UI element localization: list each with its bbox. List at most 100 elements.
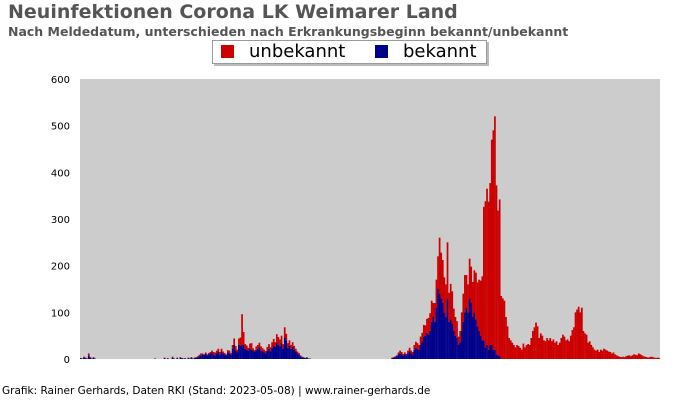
bar-bekannt <box>190 357 193 359</box>
bar-bekannt <box>290 348 292 359</box>
chart-subtitle: Nach Meldedatum, unterschieden nach Erkr… <box>8 24 569 39</box>
bar-unbekannt <box>506 326 509 359</box>
bar-bekannt <box>280 343 283 359</box>
bar-bekannt <box>261 351 264 359</box>
bar-bekannt <box>498 356 501 359</box>
bar-unbekannt <box>626 355 629 359</box>
bar-bekannt <box>293 349 296 359</box>
bar-bekannt <box>429 331 431 359</box>
bar-unbekannt <box>405 353 408 356</box>
bar-unbekannt <box>211 350 213 353</box>
bar-unbekannt <box>603 348 605 359</box>
bar-bekannt <box>464 312 466 359</box>
bar-bekannt <box>220 351 223 359</box>
bar-bekannt <box>437 289 439 359</box>
bar-unbekannt <box>440 252 443 299</box>
bar-bekannt <box>238 345 240 359</box>
bar-unbekannt <box>645 357 648 359</box>
bar-unbekannt <box>410 350 413 354</box>
bar-unbekannt <box>403 352 406 355</box>
bar-unbekannt <box>631 355 634 359</box>
bar-unbekannt <box>528 345 531 359</box>
credit-text: Grafik: Rainer Gerhards, Daten RKI (Stan… <box>2 385 431 397</box>
bar-unbekannt <box>212 352 215 355</box>
bar-bekannt <box>438 293 441 359</box>
bar-unbekannt <box>299 355 302 357</box>
bar-bekannt <box>294 351 297 359</box>
bar-unbekannt <box>544 341 547 359</box>
bar-bekannt <box>171 357 174 359</box>
bar-bekannt <box>258 347 261 359</box>
bar-bekannt <box>209 353 212 359</box>
bar-bekannt <box>392 357 395 359</box>
bar-bekannt <box>291 346 294 359</box>
bar-unbekannt <box>271 342 273 348</box>
bar-unbekannt <box>592 347 594 359</box>
bar-bekannt <box>457 345 460 359</box>
bar-bekannt <box>419 345 422 359</box>
bar-bekannt <box>277 345 280 359</box>
bar-bekannt <box>231 348 234 359</box>
bar-bekannt <box>451 324 454 359</box>
bar-bekannt <box>215 353 218 359</box>
bar-unbekannt <box>494 116 496 350</box>
bar-unbekannt <box>198 354 201 357</box>
bar-unbekannt <box>263 349 266 353</box>
legend-label-bekannt: bekannt <box>403 41 477 62</box>
legend: unbekannt bekannt <box>212 40 487 64</box>
bar-bekannt <box>446 298 449 359</box>
bar-unbekannt <box>560 338 563 359</box>
bar-bekannt <box>198 356 201 359</box>
bar-unbekannt <box>239 337 242 346</box>
bar-unbekannt <box>457 336 460 345</box>
bar-unbekannt <box>481 276 484 341</box>
bar-unbekannt <box>530 338 533 359</box>
bar-unbekannt <box>590 345 593 359</box>
bar-unbekannt <box>609 352 612 359</box>
bar-bekannt <box>424 335 427 359</box>
legend-label-unbekannt: unbekannt <box>249 41 346 62</box>
bar-unbekannt <box>547 340 550 359</box>
bar-bekannt <box>87 355 90 359</box>
bar-unbekannt <box>171 356 174 358</box>
bar-unbekannt <box>588 341 591 359</box>
bar-bekannt <box>301 357 303 359</box>
bar-bekannt <box>241 345 243 359</box>
bar-bekannt <box>242 345 245 359</box>
bar-bekannt <box>296 353 299 359</box>
bar-unbekannt <box>247 347 250 351</box>
bar-unbekannt <box>629 356 632 359</box>
bar-unbekannt <box>296 351 299 354</box>
bar-unbekannt <box>478 279 480 331</box>
bar-unbekannt <box>527 344 529 359</box>
bar-bekannt <box>411 354 414 359</box>
bar-bekannt <box>263 352 266 359</box>
bar-unbekannt <box>606 350 608 359</box>
bar-bekannt <box>483 340 485 359</box>
bar-bekannt <box>484 347 487 359</box>
bar-bekannt <box>435 307 438 359</box>
bar-unbekannt <box>294 348 297 352</box>
bar-bekannt <box>211 352 213 359</box>
bar-unbekannt <box>443 277 446 313</box>
bar-bekannt <box>269 351 272 359</box>
y-tick-label: 0 <box>64 355 70 366</box>
bar-unbekannt <box>233 338 236 345</box>
bar-unbekannt <box>618 356 621 359</box>
bar-bekannt <box>481 340 484 359</box>
bar-unbekannt <box>415 341 417 348</box>
bar-unbekannt <box>554 342 556 359</box>
bar-bekannt <box>427 334 430 359</box>
bar-bekannt <box>204 353 207 359</box>
bar-unbekannt <box>652 357 654 359</box>
bar-bekannt <box>490 345 493 359</box>
bar-unbekannt <box>275 334 278 343</box>
bar-bekannt <box>287 347 289 359</box>
bar-unbekannt <box>604 349 607 359</box>
bar-bekannt <box>421 342 424 359</box>
bar-unbekannt <box>486 188 488 345</box>
bar-unbekannt <box>468 258 471 299</box>
bar-unbekannt <box>555 341 558 359</box>
bar-unbekannt <box>268 344 270 349</box>
bar-bekannt <box>465 307 468 359</box>
